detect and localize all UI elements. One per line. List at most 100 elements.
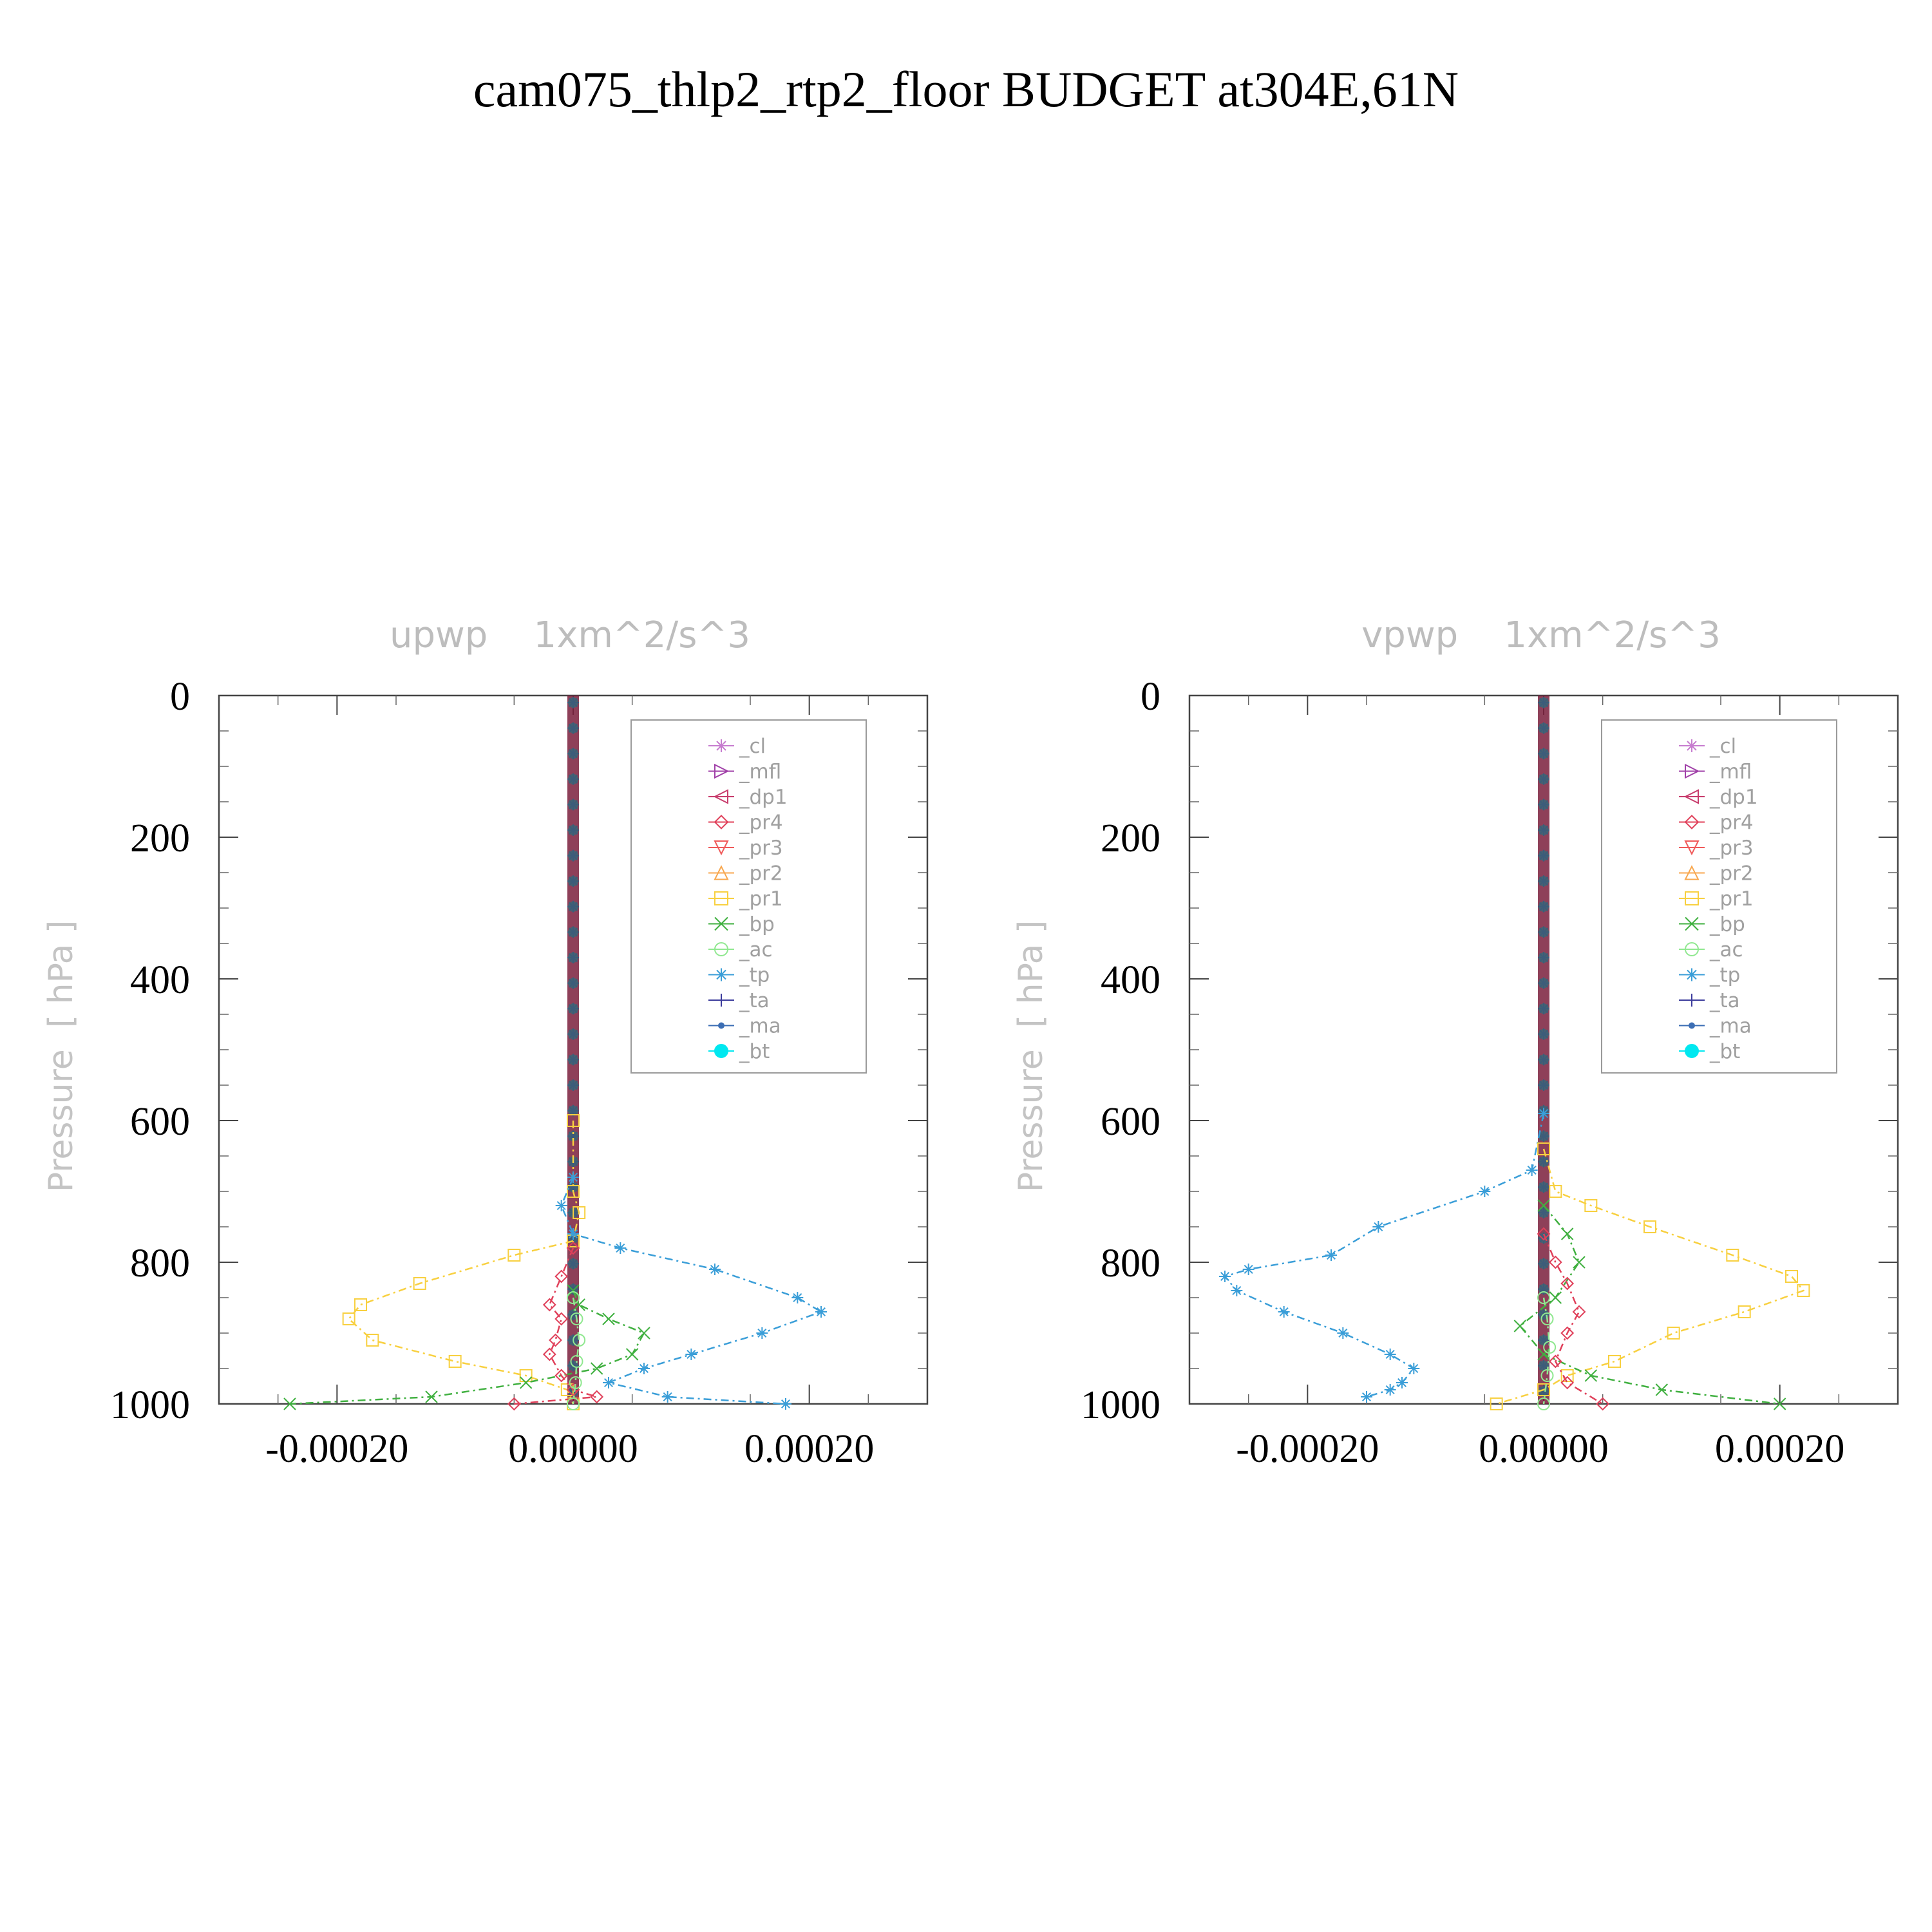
data-point_tp: [1337, 1327, 1349, 1339]
data-point_ac: [570, 1355, 583, 1368]
legend-marker_pr1: [1685, 891, 1699, 905]
data-point_bp: [567, 1284, 580, 1297]
data-point_pr1: [1667, 1327, 1680, 1340]
data-point_tp: [815, 1306, 827, 1318]
legend-label_ac: _ac: [739, 938, 773, 961]
zero-line-marker: [1538, 748, 1549, 760]
panel-vpwp: vpwp 1xm^2/s^3 Pressure [ hPa ] 0 200 400 6…: [1012, 614, 1899, 1471]
data-point_ac: [1543, 1341, 1557, 1354]
data-point_pr4: [1548, 1354, 1562, 1368]
y-tick-label: 400: [1101, 958, 1160, 1002]
zero-line-marker: [567, 799, 579, 811]
data-point_pr1: [519, 1369, 533, 1382]
panel-title-upwp: upwp 1xm^2/s^3: [390, 614, 750, 656]
y-tick-label: 800: [1101, 1242, 1160, 1285]
x-tick-label: 0.00020: [1715, 1427, 1845, 1471]
series-line_pr1: [1496, 1148, 1805, 1405]
x-tick-label: 0.00020: [744, 1427, 875, 1471]
x-tick-label: -0.00020: [1236, 1427, 1379, 1471]
zero-line-marker: [1538, 1181, 1549, 1193]
zero-line-marker: [1538, 1079, 1549, 1091]
legend-marker_pr3: [714, 840, 729, 856]
legend-label_bp: _bp: [739, 913, 775, 936]
zero-line-marker: [1538, 1283, 1549, 1295]
series-line_ac: [1542, 1297, 1551, 1405]
data-point_ac: [567, 1291, 580, 1304]
data-point_pr4: [566, 1241, 580, 1255]
zero-line-marker: [567, 1054, 579, 1066]
zero-line-marker: [567, 1079, 579, 1091]
y-tick-label: 1000: [1081, 1383, 1160, 1427]
data-point_tp: [1231, 1285, 1243, 1296]
data-point_tp: [709, 1264, 721, 1275]
zero-line-marker: [567, 1028, 579, 1040]
data-point_pr1: [1549, 1185, 1562, 1198]
zero-line-marker: [1538, 875, 1549, 887]
zero-line-marker: [1538, 1054, 1549, 1066]
plot-area-vpwp: 0 200 400 600 800 1000 -0.00020 0.00000 0.00020 _…: [1081, 675, 1899, 1471]
legend-marker_bp: [714, 916, 728, 931]
data-point_pr4: [1572, 1305, 1586, 1319]
data-point_tp: [1408, 1363, 1420, 1374]
zero-line-marker: [567, 952, 579, 963]
data-point_tp: [791, 1292, 804, 1303]
data-point_pr1: [1726, 1249, 1739, 1262]
data-point_tp: [1526, 1164, 1538, 1176]
legend-marker_pr1: [714, 891, 728, 905]
data-point_pr1: [567, 1185, 580, 1198]
legend-label_pr1: _pr1: [1709, 887, 1754, 911]
legend-marker_tp: [1685, 968, 1698, 981]
data-point_pr4: [1560, 1276, 1575, 1291]
data-point_pr1: [342, 1312, 355, 1325]
data-point_bp: [1584, 1369, 1598, 1382]
legend-label_pr2: _pr2: [1709, 862, 1754, 886]
y-tick-label: 0: [170, 675, 190, 719]
y-tick-label: 1000: [110, 1383, 190, 1427]
zero-line-marker: [567, 748, 579, 760]
legend-marker_pr4: [1684, 815, 1700, 829]
legend-marker_bt: [714, 1044, 728, 1058]
zero-line-marker: [1538, 1207, 1549, 1218]
legend-label_cl: _cl: [1709, 735, 1736, 758]
zero-line-marker: [1538, 952, 1549, 963]
data-point_tp: [1479, 1186, 1491, 1197]
legend-label_cl: _cl: [739, 735, 766, 758]
legend-label_tp: _tp: [1709, 964, 1740, 987]
data-point_pr4: [1548, 1255, 1562, 1269]
data-point_tp: [1538, 1108, 1549, 1119]
legend-marker_cl: [715, 739, 728, 752]
data-point_pr1: [354, 1298, 367, 1311]
zero-line-marker: [567, 773, 579, 785]
data-point_bp: [425, 1390, 438, 1403]
data-point_tp: [1384, 1349, 1396, 1360]
zero-line-marker: [1538, 1334, 1549, 1346]
data-point_pr1: [366, 1334, 379, 1347]
data-point_tp: [780, 1398, 791, 1410]
zero-line-marker: [567, 1283, 579, 1295]
data-point_tp: [555, 1200, 567, 1211]
legend-marker_dp1: [1683, 789, 1699, 804]
legend-label_ta: _ta: [739, 989, 770, 1012]
legend-label_pr4: _pr4: [739, 811, 783, 835]
data-point_tp: [1372, 1221, 1385, 1233]
legend-label_bp: _bp: [1709, 913, 1745, 936]
data-point_pr4: [554, 1312, 569, 1326]
legend-label_pr1: _pr1: [739, 887, 783, 911]
data-point_bp: [625, 1348, 639, 1361]
data-point_pr1: [507, 1249, 521, 1262]
zero-line-marker: [567, 900, 579, 913]
legend-marker_pr4: [714, 815, 729, 829]
data-point_tp: [1325, 1249, 1337, 1261]
zero-line-marker: [567, 875, 579, 887]
series-line_bp: [1519, 1205, 1780, 1405]
data-point_tp: [603, 1377, 614, 1388]
legend-label_ta: _ta: [1709, 989, 1740, 1012]
data-point_pr4: [590, 1390, 604, 1404]
zero-line-marker: [567, 849, 579, 862]
zero-line-marker: [1538, 773, 1549, 785]
data-point_ac: [1537, 1397, 1550, 1410]
legend-marker_ac: [714, 942, 728, 956]
data-point_tp: [614, 1242, 627, 1254]
data-point_pr4: [1560, 1376, 1575, 1390]
